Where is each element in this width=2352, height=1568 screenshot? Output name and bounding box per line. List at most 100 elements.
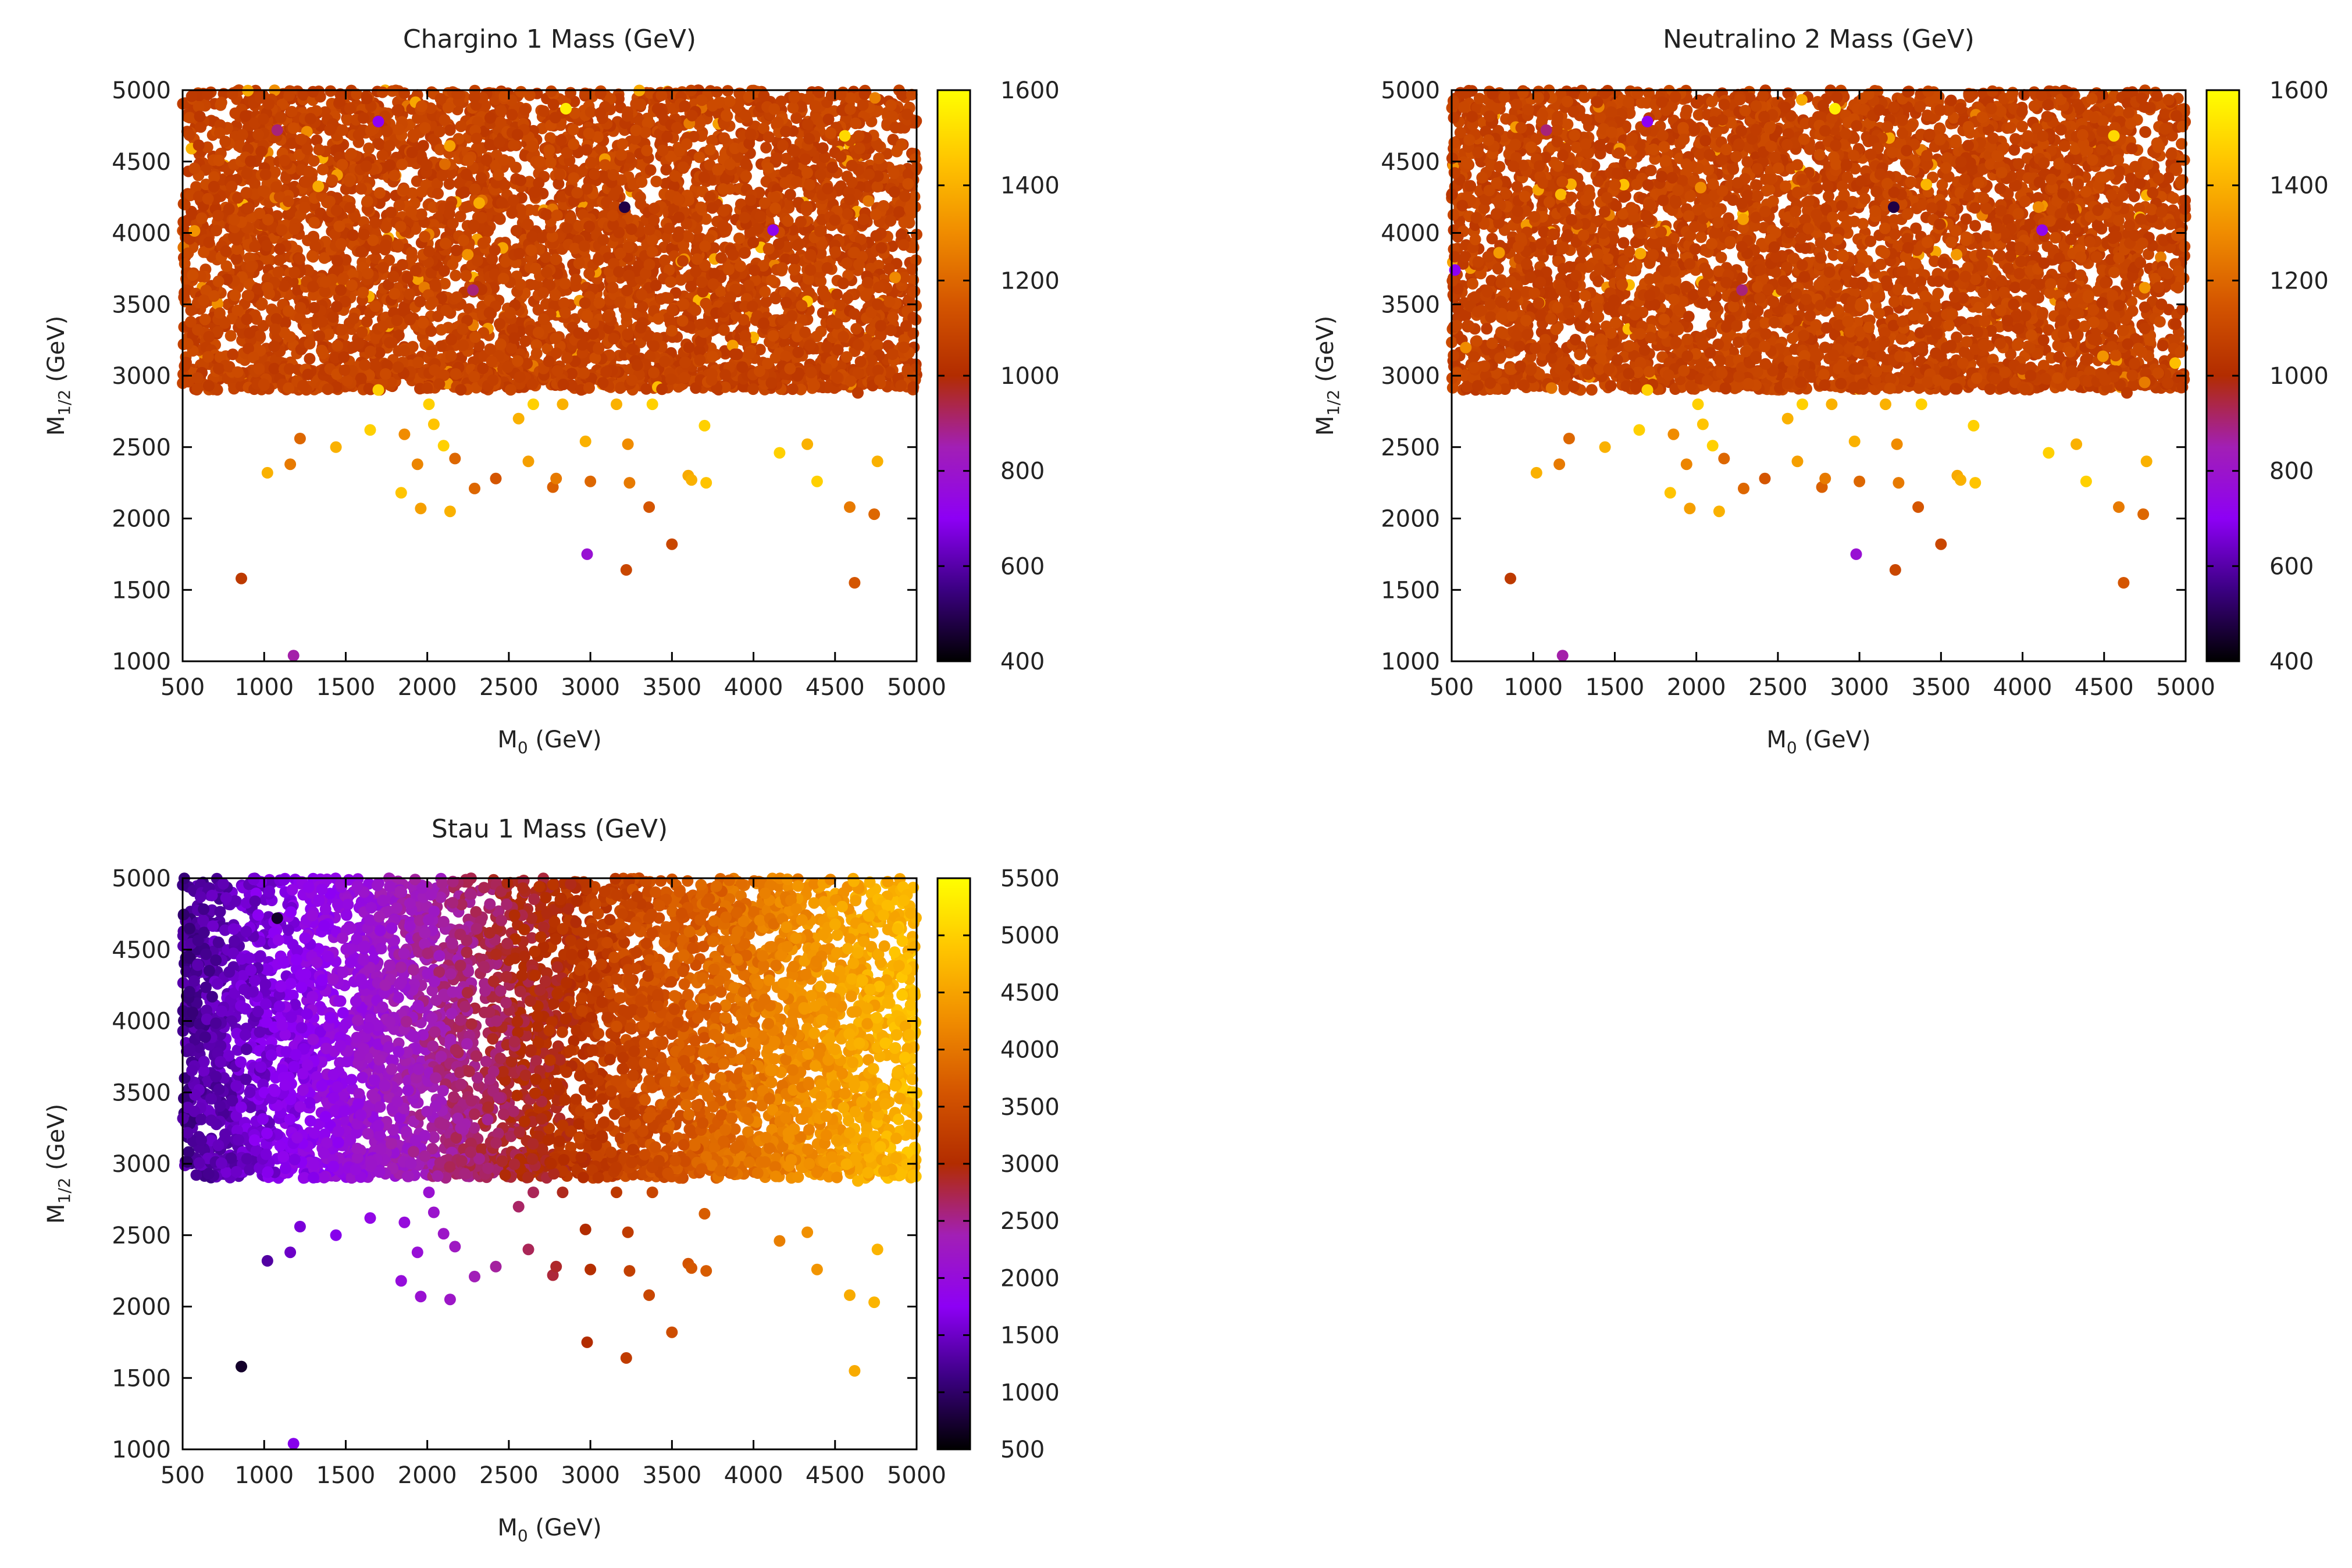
scatter-point: [515, 85, 527, 98]
scatter-point: [483, 307, 496, 319]
scatter-point: [255, 145, 268, 158]
scatter-point: [775, 95, 787, 108]
scatter-point: [404, 288, 416, 300]
scatter-point: [770, 152, 782, 164]
scatter-point: [765, 274, 778, 286]
scatter-point: [188, 162, 201, 174]
scatter-point: [896, 138, 908, 151]
scatter-point: [706, 202, 718, 214]
scatter-point: [177, 198, 190, 210]
scatter-point: [635, 322, 647, 334]
scatter-point: [787, 102, 799, 114]
scatter-point: [506, 109, 518, 121]
scatter-point: [768, 103, 781, 115]
scatter-point: [600, 366, 612, 378]
scatter-point: [545, 85, 557, 97]
scatter-point: [772, 238, 785, 250]
scatter-point: [707, 351, 719, 363]
scatter-point: [646, 245, 658, 258]
scatter-point: [715, 252, 728, 264]
scatter-point: [663, 222, 675, 234]
scatter-point: [529, 262, 541, 275]
scatter-point: [685, 280, 697, 293]
scatter-point: [743, 347, 755, 359]
scatter-point: [186, 208, 198, 220]
scatter-point: [724, 291, 736, 303]
scatter-point: [622, 241, 635, 254]
scatter-point: [813, 86, 825, 98]
scatter-point: [439, 158, 451, 170]
scatter-point: [826, 162, 839, 173]
scatter-point: [607, 169, 619, 181]
scatter-point: [777, 313, 789, 326]
scatter-point: [872, 365, 884, 377]
scatter-point: [475, 172, 487, 184]
scatter-point: [298, 202, 311, 214]
scatter-point: [179, 287, 191, 299]
scatter-point: [187, 269, 199, 281]
scatter-point: [801, 167, 813, 179]
scatter-point: [457, 323, 469, 335]
scatter-point: [376, 86, 389, 98]
scatter-point: [404, 313, 416, 326]
scatter-point: [903, 215, 915, 227]
scatter-point: [383, 140, 395, 152]
scatter-point: [677, 161, 689, 173]
scatter-point: [853, 142, 865, 155]
scatter-point: [377, 262, 389, 274]
scatter-point: [519, 104, 531, 116]
scatter-point: [240, 110, 251, 122]
scatter-point: [724, 158, 736, 170]
scatter-point: [433, 378, 446, 390]
scatter-point: [443, 208, 455, 220]
scatter-point: [361, 316, 373, 328]
scatter-point: [308, 155, 320, 167]
scatter-point: [790, 112, 803, 124]
scatter-point: [361, 195, 373, 207]
scatter-point: [573, 327, 585, 339]
scatter-point: [842, 208, 854, 220]
scatter-point: [312, 180, 325, 193]
scatter-point: [405, 247, 418, 259]
scatter-point: [508, 194, 519, 206]
scatter-point: [822, 113, 835, 126]
scatter-point: [679, 357, 691, 368]
scatter-point: [576, 338, 589, 351]
scatter-point: [695, 201, 707, 213]
scatter-point: [336, 159, 348, 171]
scatter-point: [186, 90, 198, 102]
scatter-point: [849, 308, 860, 320]
scatter-point: [593, 297, 605, 309]
scatter-point: [578, 367, 590, 379]
scatter-point: [451, 291, 463, 303]
scatter-point: [460, 168, 472, 180]
scatter-point: [651, 103, 664, 115]
scatter-point: [534, 155, 546, 168]
scatter-point: [331, 301, 343, 313]
scatter-point: [665, 373, 677, 385]
scatter-point: [747, 236, 760, 248]
scatter-point: [347, 229, 359, 241]
scatter-point: [363, 142, 375, 154]
scatter-point: [696, 276, 708, 288]
scatter-point: [842, 223, 854, 236]
scatter-point: [515, 174, 526, 187]
scatter-point: [385, 206, 397, 219]
scatter-point: [607, 209, 619, 222]
scatter-point: [885, 99, 897, 111]
scatter-point: [445, 350, 457, 362]
scatter-point: [597, 234, 610, 246]
scatter-point: [765, 377, 778, 389]
scatter-point: [195, 121, 207, 133]
scatter-point: [392, 240, 404, 252]
scatter-point: [477, 237, 489, 250]
scatter-point: [245, 261, 257, 273]
scatter-point: [364, 345, 376, 358]
scatter-point: [208, 290, 220, 302]
scatter-point: [519, 335, 532, 347]
scatter-point: [537, 287, 550, 299]
scatter-point: [335, 238, 347, 250]
scatter-point: [772, 116, 784, 129]
scatter-point: [814, 169, 826, 181]
scatter-point: [213, 362, 225, 375]
